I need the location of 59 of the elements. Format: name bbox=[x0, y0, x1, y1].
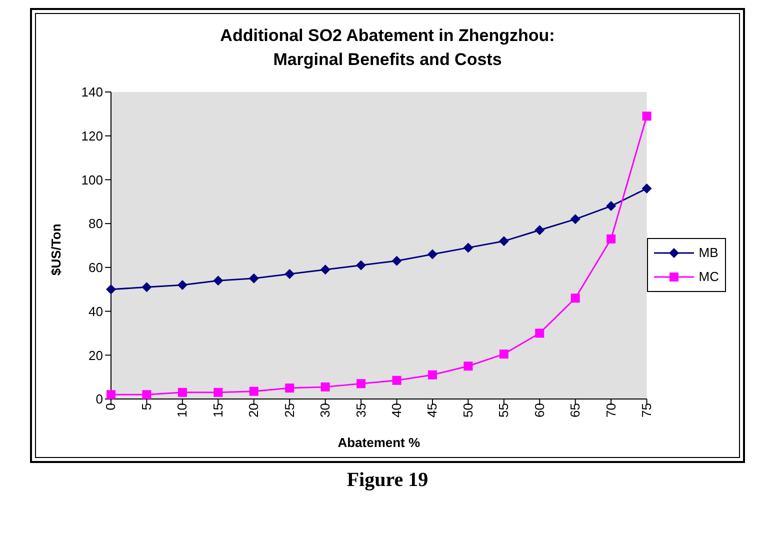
legend-label: MC bbox=[698, 269, 719, 284]
y-tick-label: 20 bbox=[88, 348, 103, 363]
legend-label: MB bbox=[698, 245, 718, 260]
point bbox=[499, 350, 508, 359]
point bbox=[178, 388, 187, 397]
x-tick-label: 75 bbox=[639, 403, 654, 418]
point bbox=[642, 183, 652, 194]
x-tick-label: 10 bbox=[174, 403, 190, 418]
x-tick-label: 70 bbox=[603, 403, 618, 418]
x-tick-label: 45 bbox=[424, 403, 440, 418]
point bbox=[248, 273, 259, 284]
point bbox=[535, 328, 544, 338]
point bbox=[213, 276, 224, 286]
x-tick-label: 15 bbox=[210, 403, 226, 418]
point bbox=[106, 284, 116, 294]
point bbox=[249, 386, 258, 396]
y-axis-title: $US/Ton bbox=[48, 224, 64, 276]
y-tick-label: 120 bbox=[81, 128, 103, 144]
point bbox=[606, 234, 616, 244]
y-tick-label: 100 bbox=[81, 172, 103, 188]
chart-title: Additional SO2 Abatement in Zhengzhou: Marginal Benefits and Costs bbox=[219, 25, 556, 71]
y-tick-label: 140 bbox=[81, 84, 103, 100]
point bbox=[463, 242, 474, 253]
x-axis-title: Abatement % bbox=[338, 435, 420, 450]
y-tick-label: 60 bbox=[88, 260, 103, 276]
point bbox=[570, 294, 580, 303]
x-tick-label: 40 bbox=[388, 403, 404, 418]
point bbox=[392, 376, 402, 385]
x-tick-label: 25 bbox=[282, 403, 297, 418]
x-tick-label: 65 bbox=[568, 403, 583, 418]
x-tick-label: 50 bbox=[460, 403, 476, 418]
point bbox=[498, 236, 509, 246]
point bbox=[570, 214, 580, 224]
x-tick-label: 20 bbox=[246, 403, 262, 418]
point bbox=[214, 388, 223, 397]
point bbox=[320, 264, 330, 275]
point bbox=[142, 282, 152, 292]
point bbox=[392, 256, 402, 266]
x-tick-label: 35 bbox=[353, 403, 368, 418]
x-tick-label: 30 bbox=[318, 403, 333, 418]
point bbox=[284, 269, 295, 280]
point bbox=[356, 379, 366, 388]
y-tick-label: 80 bbox=[88, 216, 103, 232]
x-tick-label: 5 bbox=[138, 403, 154, 410]
point bbox=[642, 112, 652, 121]
point bbox=[534, 225, 545, 236]
point bbox=[356, 260, 366, 270]
x-tick-label: 60 bbox=[532, 403, 547, 418]
point bbox=[177, 280, 188, 290]
point bbox=[606, 201, 616, 212]
point bbox=[428, 370, 437, 380]
point bbox=[142, 390, 152, 399]
x-tick-label: 55 bbox=[496, 403, 512, 418]
point bbox=[285, 384, 294, 393]
point bbox=[427, 249, 438, 260]
y-tick-label: 40 bbox=[88, 304, 103, 319]
point bbox=[320, 382, 330, 392]
caption: Figure 19 bbox=[346, 469, 430, 492]
point bbox=[464, 362, 473, 371]
